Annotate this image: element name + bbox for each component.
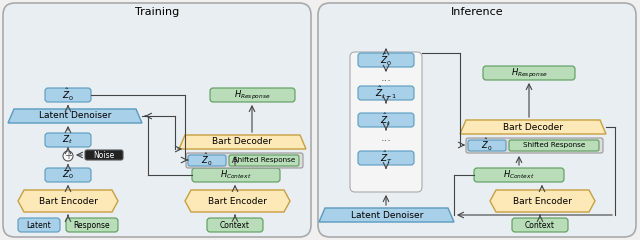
Text: Bart Decoder: Bart Decoder [212, 138, 272, 146]
Text: $\hat{Z}_0$: $\hat{Z}_0$ [481, 137, 493, 153]
Text: Bart Encoder: Bart Encoder [207, 197, 266, 205]
Text: Inference: Inference [451, 7, 503, 17]
Text: $\hat{Z}_0$: $\hat{Z}_0$ [380, 52, 392, 68]
FancyBboxPatch shape [512, 218, 568, 232]
Text: Bart Decoder: Bart Decoder [503, 122, 563, 132]
FancyBboxPatch shape [18, 218, 60, 232]
FancyBboxPatch shape [45, 88, 91, 102]
FancyBboxPatch shape [318, 3, 636, 237]
Text: $H_{Response}$: $H_{Response}$ [234, 89, 270, 102]
Text: $H_{Context}$: $H_{Context}$ [503, 169, 535, 181]
Text: +: + [64, 151, 72, 161]
FancyBboxPatch shape [474, 168, 564, 182]
Text: Latent: Latent [27, 221, 51, 229]
Text: Latent Denoiser: Latent Denoiser [351, 210, 423, 220]
Text: ...: ... [381, 73, 392, 83]
Text: $H_{Context}$: $H_{Context}$ [220, 169, 252, 181]
Polygon shape [18, 190, 118, 212]
Text: $\hat{Z}_0$: $\hat{Z}_0$ [62, 87, 74, 103]
FancyBboxPatch shape [483, 66, 575, 80]
FancyBboxPatch shape [186, 153, 303, 168]
FancyBboxPatch shape [45, 133, 91, 147]
Polygon shape [460, 120, 606, 134]
FancyBboxPatch shape [358, 53, 414, 67]
FancyBboxPatch shape [66, 218, 118, 232]
FancyBboxPatch shape [358, 86, 414, 100]
Circle shape [63, 151, 73, 161]
Polygon shape [319, 208, 454, 222]
FancyBboxPatch shape [358, 151, 414, 165]
Text: Bart Encoder: Bart Encoder [38, 197, 97, 205]
Text: $\hat{Z}_{t-1}$: $\hat{Z}_{t-1}$ [375, 85, 397, 101]
Text: $Z_0$: $Z_0$ [62, 169, 74, 181]
FancyBboxPatch shape [45, 168, 91, 182]
Text: ...: ... [381, 133, 392, 143]
FancyBboxPatch shape [207, 218, 263, 232]
FancyBboxPatch shape [3, 3, 311, 237]
Polygon shape [490, 190, 595, 212]
Text: Bart Encoder: Bart Encoder [513, 197, 572, 205]
Text: $\hat{Z}_t$: $\hat{Z}_t$ [380, 112, 392, 128]
Text: Context: Context [220, 221, 250, 229]
Text: Training: Training [135, 7, 179, 17]
Text: $Z_t$: $Z_t$ [63, 134, 74, 146]
FancyBboxPatch shape [188, 155, 226, 166]
Polygon shape [179, 135, 306, 149]
Text: Shifted Response: Shifted Response [523, 142, 585, 148]
Text: $\hat{Z}_T$: $\hat{Z}_T$ [380, 150, 392, 166]
Polygon shape [8, 109, 142, 123]
FancyBboxPatch shape [85, 150, 123, 160]
Polygon shape [185, 190, 290, 212]
Text: Latent Denoiser: Latent Denoiser [39, 112, 111, 120]
Text: $\hat{Z}_0$: $\hat{Z}_0$ [202, 152, 212, 168]
FancyBboxPatch shape [468, 140, 506, 151]
FancyBboxPatch shape [229, 155, 299, 166]
Text: Noise: Noise [93, 150, 115, 160]
FancyBboxPatch shape [358, 113, 414, 127]
Text: $H_{Response}$: $H_{Response}$ [511, 66, 547, 79]
Text: Context: Context [525, 221, 555, 229]
FancyBboxPatch shape [210, 88, 295, 102]
FancyBboxPatch shape [192, 168, 280, 182]
FancyBboxPatch shape [350, 52, 422, 192]
Text: Shifted Response: Shifted Response [233, 157, 295, 163]
FancyBboxPatch shape [509, 140, 599, 151]
FancyBboxPatch shape [466, 138, 603, 153]
Text: Response: Response [74, 221, 110, 229]
